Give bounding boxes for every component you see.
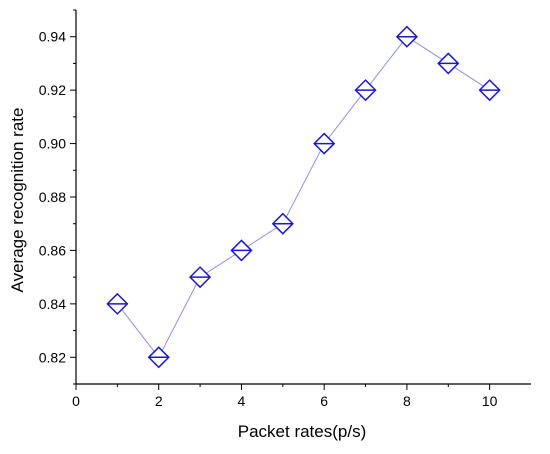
data-point-marker — [395, 25, 418, 48]
data-series — [106, 25, 501, 369]
data-point-marker — [313, 132, 336, 155]
x-tick-label: 0 — [72, 393, 80, 409]
x-tick-label: 2 — [155, 393, 163, 409]
y-tick-label: 0.94 — [39, 29, 66, 45]
data-point-marker — [189, 266, 212, 289]
data-point-marker — [230, 239, 253, 262]
x-axis-title: Packet rates(p/s) — [238, 422, 367, 441]
y-tick-label: 0.82 — [39, 349, 66, 365]
y-tick-label: 0.88 — [39, 189, 66, 205]
y-tick-label: 0.84 — [39, 296, 66, 312]
y-axis-ticks: 0.82 0.84 0.86 0.88 0.90 0.92 0.94 — [39, 9, 76, 385]
y-tick-label: 0.92 — [39, 82, 66, 98]
y-axis-title: Average recognition rate — [8, 108, 27, 293]
x-axis-ticks: 0 2 4 6 8 10 — [72, 384, 498, 409]
x-tick-label: 10 — [482, 393, 498, 409]
data-point-marker — [437, 52, 460, 75]
x-tick-label: 8 — [403, 393, 411, 409]
y-tick-label: 0.86 — [39, 242, 66, 258]
data-point-marker — [271, 212, 294, 235]
data-point-marker — [106, 292, 129, 315]
axes — [75, 10, 531, 385]
data-point-marker — [147, 346, 170, 369]
data-point-marker — [354, 79, 377, 102]
x-tick-label: 4 — [238, 393, 246, 409]
y-tick-label: 0.90 — [39, 136, 66, 152]
series-line — [117, 36, 490, 359]
x-tick-label: 6 — [320, 393, 328, 409]
data-point-marker — [478, 79, 501, 102]
